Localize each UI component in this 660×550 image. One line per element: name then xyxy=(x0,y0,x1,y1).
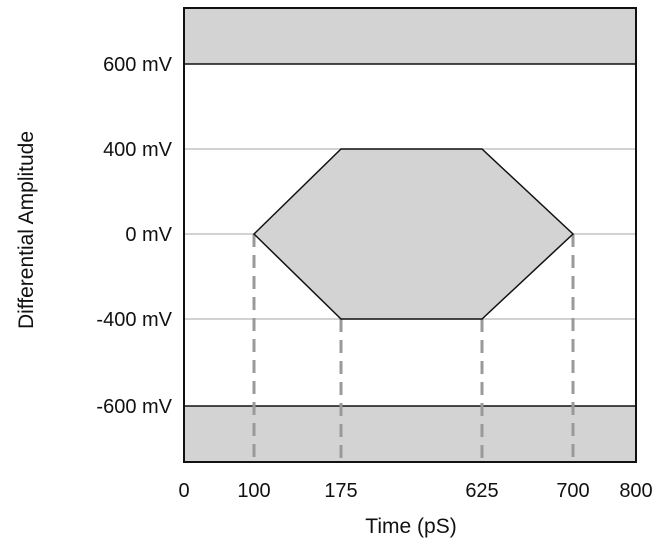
x-tick-label: 100 xyxy=(237,480,270,502)
x-tick-label: 0 xyxy=(178,480,189,502)
eye-mask-hexagon xyxy=(252,148,575,320)
y-tick-label: 600 mV xyxy=(103,54,173,76)
y-axis-title: Differential Amplitude xyxy=(15,131,38,329)
y-tick-label: 0 mV xyxy=(125,224,172,246)
y-tick-label: -400 mV xyxy=(96,309,172,331)
y-tick-label: -600 mV xyxy=(96,396,172,418)
x-tick-label: 800 xyxy=(619,480,652,502)
x-axis-title: Time (pS) xyxy=(365,515,456,538)
upper-forbidden-region xyxy=(184,8,636,64)
lower-forbidden-region xyxy=(184,406,636,462)
plot-frame xyxy=(183,7,637,463)
x-tick-label: 625 xyxy=(465,480,498,502)
x-tick-label: 700 xyxy=(556,480,589,502)
y-tick-label: 400 mV xyxy=(103,139,173,161)
x-tick-label: 175 xyxy=(324,480,357,502)
